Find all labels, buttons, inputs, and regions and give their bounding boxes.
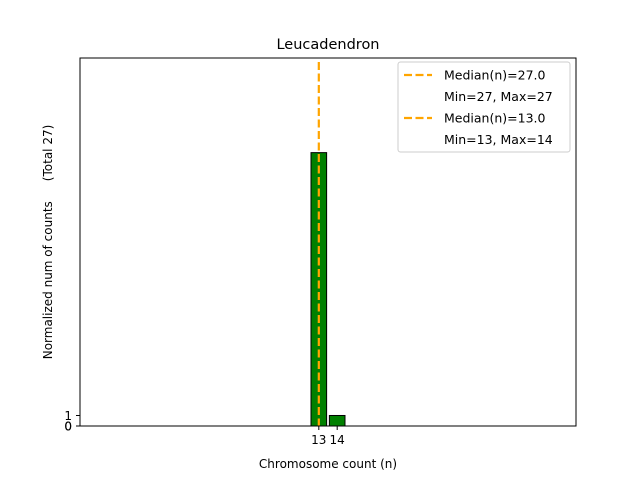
legend: Median(n)=27.0 Min=27, Max=27 Median(n)=13… bbox=[397, 61, 571, 153]
chart-title: Leucadendron bbox=[276, 37, 379, 53]
legend-entry-label: Median(n)=27.0 bbox=[444, 68, 545, 83]
y-axis-label: Normalized num of counts (Total 27) bbox=[41, 125, 55, 360]
plot-frame bbox=[79, 57, 577, 427]
y-tick-label: 0 bbox=[64, 420, 72, 434]
y-tick-label: 1 bbox=[64, 409, 72, 423]
y-axis: 010 Normalized num of counts (Total 27) bbox=[41, 125, 80, 434]
legend-entry-label: Min=13, Max=14 bbox=[444, 132, 553, 147]
legend-frame bbox=[397, 61, 571, 153]
x-axis: 13 14 Chromosome count (n) bbox=[259, 426, 397, 471]
x-tick-label: 13 bbox=[311, 433, 326, 447]
y-axis-label-main: Normalized num of counts bbox=[41, 201, 55, 359]
x-tick-label: 14 bbox=[330, 433, 345, 447]
x-ticks: 13 14 bbox=[311, 426, 345, 447]
legend-entry-label: Min=27, Max=27 bbox=[444, 89, 553, 104]
y-ticks: 010 bbox=[64, 409, 80, 434]
y-tick-label: 0 bbox=[64, 420, 72, 434]
y-axis-label-total: (Total 27) bbox=[41, 125, 55, 181]
legend-entries: Median(n)=27.0 Min=27, Max=27 Median(n)=13… bbox=[404, 68, 553, 147]
x-axis-label: Chromosome count (n) bbox=[259, 457, 397, 471]
legend-entry-label: Median(n)=13.0 bbox=[444, 111, 545, 126]
bar-14 bbox=[328, 414, 346, 427]
